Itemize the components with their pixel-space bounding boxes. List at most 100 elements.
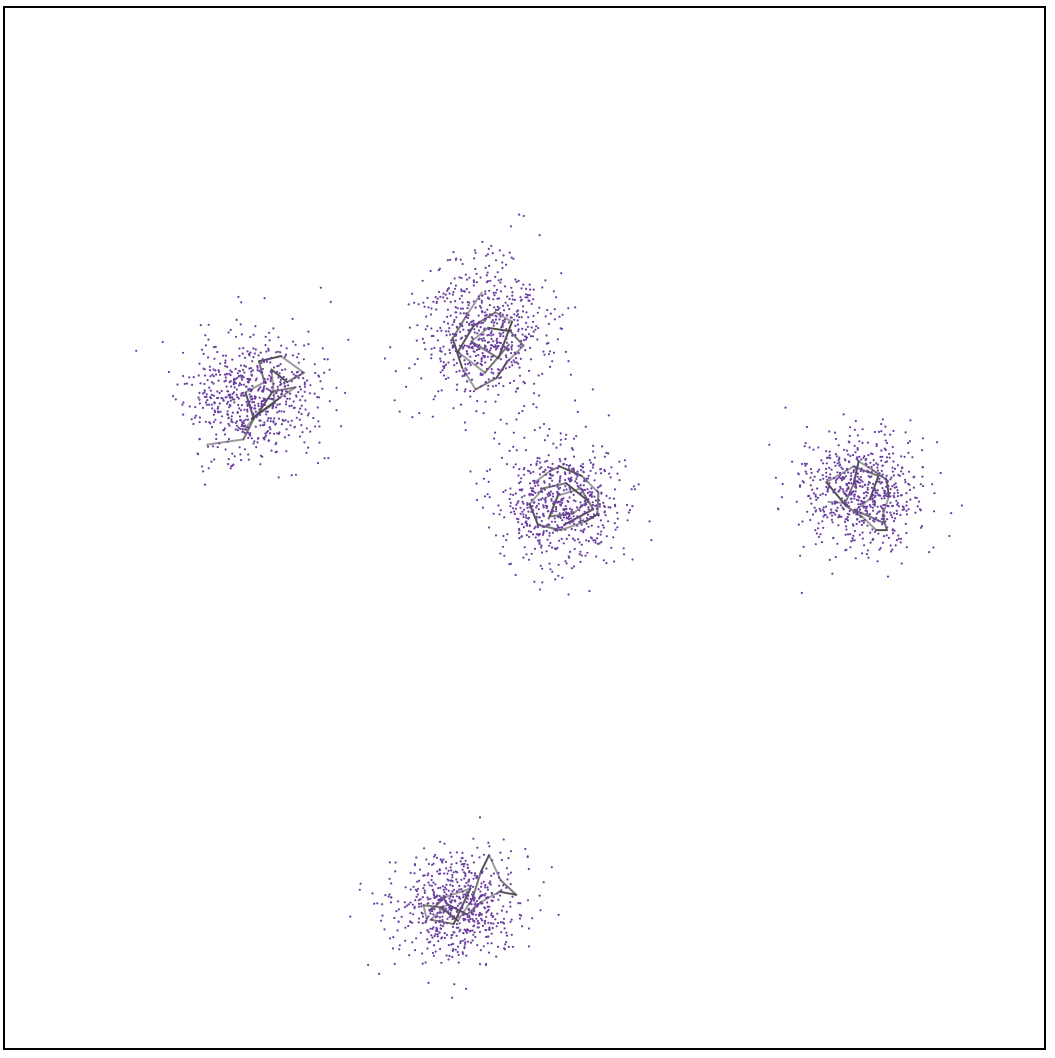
scatter-point bbox=[581, 462, 584, 466]
scatter-point bbox=[449, 314, 452, 317]
scatter-point bbox=[407, 924, 410, 928]
scatter-point bbox=[591, 491, 594, 494]
scatter-point bbox=[240, 383, 243, 386]
scatter-point bbox=[262, 386, 265, 390]
scatter-point bbox=[376, 902, 379, 905]
scatter-point bbox=[933, 492, 936, 495]
scatter-point bbox=[474, 306, 477, 309]
scatter-point bbox=[594, 539, 597, 542]
scatter-point bbox=[227, 422, 230, 425]
scatter-point bbox=[279, 378, 282, 381]
scatter-point bbox=[286, 390, 289, 393]
scatter-point bbox=[451, 895, 455, 899]
scatter-point bbox=[198, 391, 201, 394]
scatter-point bbox=[852, 511, 855, 514]
scatter-point bbox=[548, 477, 551, 480]
scatter-point bbox=[853, 493, 856, 496]
scatter-point bbox=[461, 301, 464, 304]
scatter-point bbox=[571, 520, 574, 524]
scatter-point bbox=[867, 514, 870, 517]
scatter-point bbox=[556, 483, 559, 486]
scatter-point bbox=[269, 389, 272, 392]
scatter-point bbox=[509, 883, 512, 886]
trajectory-segment bbox=[852, 460, 860, 486]
scatter-point bbox=[444, 293, 447, 296]
scatter-point bbox=[498, 513, 501, 516]
scatter-point bbox=[439, 347, 442, 350]
scatter-point bbox=[265, 358, 269, 361]
scatter-point bbox=[545, 459, 549, 462]
scatter-point bbox=[474, 913, 478, 916]
scatter-point bbox=[459, 940, 462, 943]
scatter-point bbox=[894, 517, 897, 520]
scatter-point bbox=[245, 385, 248, 388]
scatter-point bbox=[307, 343, 310, 346]
scatter-point bbox=[290, 474, 293, 477]
scatter-point bbox=[529, 346, 532, 349]
scatter-point bbox=[902, 506, 905, 509]
scatter-point bbox=[483, 344, 486, 347]
scatter-point bbox=[556, 501, 559, 504]
scatter-point bbox=[547, 523, 550, 526]
scatter-point bbox=[480, 299, 483, 302]
scatter-point bbox=[569, 486, 572, 489]
scatter-point bbox=[521, 496, 524, 499]
scatter-point bbox=[512, 466, 515, 469]
trajectory-segment bbox=[549, 465, 561, 472]
scatter-point bbox=[777, 508, 780, 511]
scatter-point bbox=[819, 533, 822, 536]
scatter-point bbox=[583, 510, 586, 513]
scatter-point bbox=[430, 918, 433, 921]
scatter-point bbox=[426, 947, 429, 950]
scatter-point bbox=[476, 877, 479, 880]
scatter-point bbox=[453, 899, 457, 902]
scatter-point bbox=[247, 458, 250, 461]
scatter-point bbox=[490, 321, 493, 324]
scatter-point bbox=[503, 345, 506, 348]
scatter-point bbox=[210, 426, 214, 429]
scatter-point bbox=[538, 234, 541, 237]
scatter-point bbox=[890, 514, 893, 517]
scatter-point bbox=[462, 862, 465, 866]
scatter-point bbox=[501, 368, 504, 371]
scatter-point bbox=[465, 901, 468, 904]
scatter-point bbox=[544, 279, 547, 282]
scatter-point bbox=[543, 498, 546, 501]
scatter-point bbox=[512, 379, 516, 382]
scatter-point bbox=[847, 505, 851, 508]
scatter-point bbox=[234, 421, 237, 424]
scatter-point bbox=[598, 505, 602, 508]
scatter-point bbox=[521, 500, 524, 503]
scatter-point bbox=[540, 546, 543, 549]
scatter-point bbox=[895, 485, 898, 489]
scatter-point bbox=[257, 389, 260, 392]
scatter-point bbox=[840, 497, 844, 500]
scatter-point bbox=[836, 542, 839, 545]
scatter-point bbox=[908, 488, 912, 492]
scatter-point bbox=[583, 488, 587, 491]
scatter-point bbox=[251, 401, 254, 404]
scatter-point bbox=[296, 356, 299, 359]
scatter-point bbox=[445, 883, 448, 887]
scatter-point bbox=[541, 286, 544, 289]
scatter-point bbox=[533, 527, 536, 530]
scatter-point bbox=[258, 396, 261, 399]
scatter-point bbox=[907, 441, 910, 445]
scatter-point bbox=[294, 374, 297, 377]
scatter-point bbox=[227, 416, 230, 419]
scatter-point bbox=[602, 501, 605, 504]
scatter-point bbox=[861, 537, 864, 540]
scatter-point bbox=[896, 495, 900, 498]
scatter-point bbox=[867, 466, 870, 469]
scatter-point bbox=[861, 428, 864, 431]
scatter-point bbox=[240, 376, 243, 379]
scatter-point bbox=[541, 525, 544, 528]
scatter-point bbox=[485, 254, 488, 257]
scatter-point bbox=[573, 518, 576, 521]
trajectory-segment bbox=[533, 469, 552, 484]
scatter-point bbox=[485, 911, 488, 914]
scatter-point bbox=[570, 468, 573, 471]
scatter-point bbox=[442, 896, 445, 900]
scatter-point bbox=[571, 448, 575, 451]
scatter-point bbox=[548, 562, 551, 565]
